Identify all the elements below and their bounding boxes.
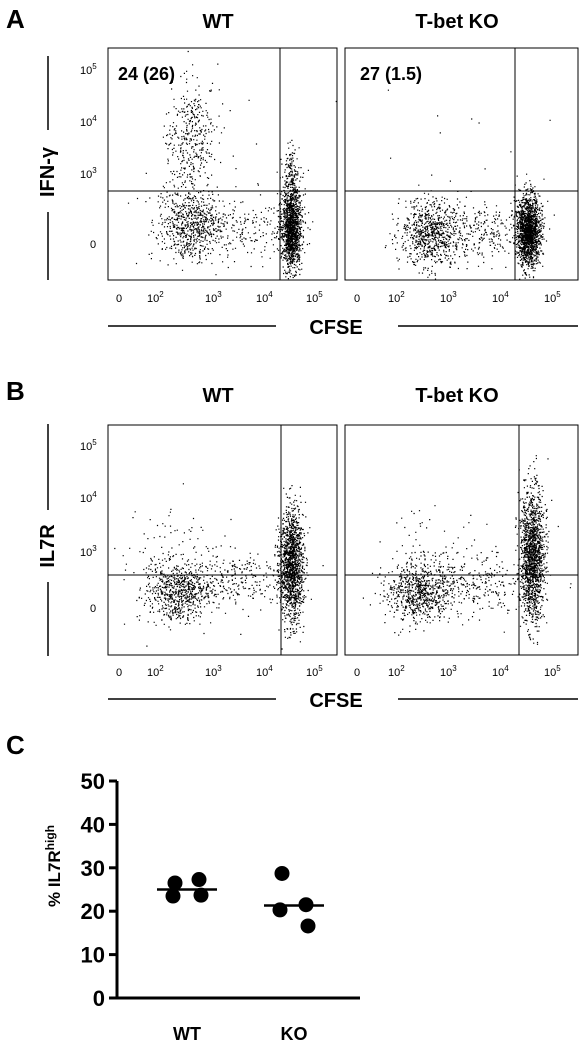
panel-a-ko-xtick-1e2: 102 [388,290,405,305]
panel-a-ko-xtick-1e4: 104 [492,290,509,305]
panel-a-ko-annotation: 27 (1.5) [360,64,422,84]
panel-a-ylabel: IFN-γ [37,146,59,197]
panel-a-wt-xtick-1e2: 102 [147,290,164,305]
panel-b-ko-xticks: 0 102 103 104 105 [354,664,561,679]
panel-c-point [191,872,207,888]
panel-b-wt-xtick-1e4: 104 [256,664,273,679]
panel-b-ko-dots [362,455,572,645]
panel-b-xlabel: CFSE [309,690,362,712]
dot-cloud [369,544,463,636]
panel-b-ytick-0: 0 [90,603,96,615]
panel-b-ko-xtick-1e3: 103 [440,664,457,679]
panel-c-point [165,888,181,904]
panel-a-ytick-1e5: 105 [80,62,97,77]
dot-cloud [514,455,559,645]
panel-c-ytick-label: 30 [81,856,105,881]
panel-b-yticks: 105 104 103 0 [80,438,97,615]
panel-a-ytick-1e3: 103 [80,166,97,181]
panel-c-xtick-label: WT [173,1024,201,1044]
panel-a-wt-xtick-0: 0 [116,293,122,305]
panel-c-point [167,875,183,891]
panel-b-letter: B [6,376,25,406]
dot-cloud [135,170,237,276]
dot-cloud [272,485,312,650]
dot-cloud [114,483,259,618]
panel-b-wt-dots [114,483,324,650]
panel-c-point [272,902,288,918]
panel-a-ko-dots [384,89,555,280]
panel-c-ytick-label: 50 [81,769,105,794]
panel-c-ytick-label: 20 [81,899,105,924]
panel-a-xlabel: CFSE [309,317,362,339]
panel-a-wt-dots [127,50,337,280]
panel-a-title-ko: T-bet KO [415,11,498,33]
panel-b-wt-xtick-1e2: 102 [147,664,164,679]
panel-a-ko-xtick-0: 0 [354,293,360,305]
panel-a-yticks: 105 104 103 0 [80,62,97,251]
panel-b-ylabel: IL7R [37,524,59,568]
panel-a-ko-xtick-1e3: 103 [440,290,457,305]
panel-a-title-wt: WT [202,11,233,33]
panel-c-ylabel: % IL7Rhigh [43,825,64,907]
panel-c-point [300,918,316,934]
panel-b-ko-xtick-1e2: 102 [388,664,405,679]
panel-b-wt-xtick-1e5: 105 [306,664,323,679]
panel-a-ytick-0: 0 [90,239,96,251]
panel-b-ko-xtick-0: 0 [354,667,360,679]
panel-c-point [274,865,290,881]
panel-c-ytick-label: 40 [81,812,105,837]
panel-b-ko-xtick-1e5: 105 [544,664,561,679]
panel-a-ko-plot-frame [344,47,579,281]
panel-a-letter: A [6,4,25,34]
panel-b-title-wt: WT [202,385,233,407]
panel-b-wt-xtick-0: 0 [116,667,122,679]
panel-a-wt-xtick-1e4: 104 [256,290,273,305]
panel-a-ko-xticks: 0 102 103 104 105 [354,290,561,305]
panel-a-ytick-1e4: 104 [80,114,97,129]
panel-c-letter: C [6,730,25,760]
panel-c-point [298,897,314,913]
panel-c-point [193,887,209,903]
panel-b-ytick-1e5: 105 [80,438,97,453]
panel-a-wt-xtick-1e3: 103 [205,290,222,305]
panel-b-ytick-1e4: 104 [80,490,97,505]
panel-c-ytick-label: 10 [81,943,105,968]
panel-a-wt-annotation: 24 (26) [118,64,175,84]
panel-b-wt-xticks: 0 102 103 104 105 [116,664,323,679]
dot-cloud [127,82,337,268]
panel-b-ko-plot-frame [344,424,579,656]
dot-cloud [362,505,499,622]
dot-cloud [510,173,555,280]
dot-cloud [384,174,485,280]
panel-a-wt-xticks: 0 102 103 104 105 [116,290,323,305]
dot-cloud [272,147,308,280]
panel-b-title-ko: T-bet KO [415,385,498,407]
panel-c-chart: 0 10 20 30 40 50 WT KO [81,769,360,1044]
panel-a-wt-plot-frame [107,47,338,281]
panel-b-ytick-1e3: 103 [80,544,97,559]
panel-b-ko-xtick-1e4: 104 [492,664,509,679]
panel-b-wt-xtick-1e3: 103 [205,664,222,679]
panel-b-wt-plot-frame [107,424,338,656]
panel-c-ytick-label: 0 [93,986,105,1011]
panel-a-wt-xtick-1e5: 105 [306,290,323,305]
panel-a-ko-xtick-1e5: 105 [544,290,561,305]
panel-c-xtick-label: KO [281,1024,308,1044]
